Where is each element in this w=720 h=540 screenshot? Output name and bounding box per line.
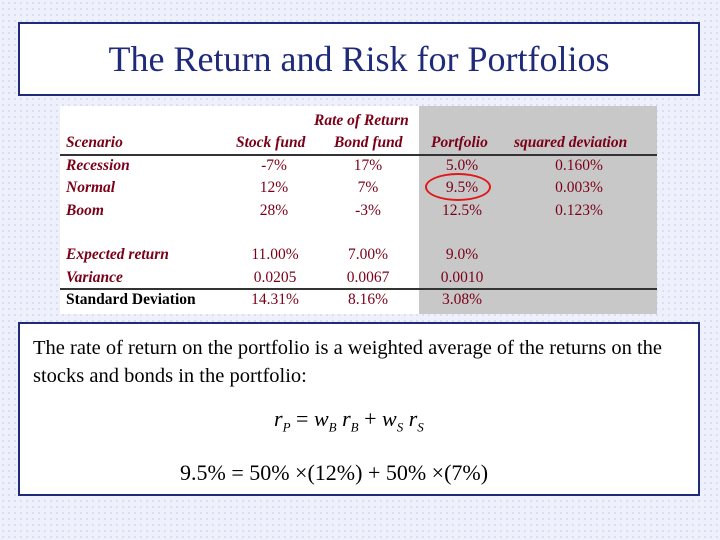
summary-divider: [60, 288, 657, 290]
title-box: The Return and Risk for Portfolios: [18, 22, 700, 96]
header-divider: [60, 154, 657, 156]
row-label: Boom: [66, 202, 104, 219]
summary-label: Standard Deviation: [66, 291, 196, 308]
header-bond-fund: Bond fund: [334, 134, 403, 151]
formula-sub: P: [282, 419, 291, 435]
formula-w: w: [382, 406, 397, 431]
summary-stock: 14.31%: [251, 291, 299, 308]
header-squared-deviation: squared deviation: [514, 134, 628, 151]
row-portfolio: 5.0%: [445, 157, 479, 174]
row-bond: 7%: [357, 179, 379, 196]
slide-title: The Return and Risk for Portfolios: [108, 39, 610, 79]
highlight-circle: [425, 173, 491, 201]
summary-portfolio: 3.08%: [441, 291, 483, 308]
formula-r: r: [408, 406, 418, 431]
formula-equals: =: [290, 406, 314, 431]
summary-portfolio: 0.0010: [440, 269, 484, 286]
row-bond: 17%: [353, 157, 383, 174]
summary-bond: 0.0067: [346, 269, 390, 286]
row-label: Normal: [66, 179, 116, 196]
portfolio-column-shading: [419, 106, 657, 314]
row-stock: 12%: [259, 179, 289, 196]
summary-portfolio: 9.0%: [445, 246, 479, 263]
formula-sub: B: [350, 419, 359, 435]
row-stock: -7%: [261, 157, 287, 174]
portfolio-return-formula: rP = wB rB + wS rS: [274, 406, 424, 435]
explanation-box: The rate of return on the portfolio is a…: [18, 322, 700, 496]
explanation-text: The rate of return on the portfolio is a…: [33, 337, 663, 387]
summary-label: Expected return: [66, 246, 169, 263]
summary-bond: 7.00%: [347, 246, 389, 263]
formula-sub: S: [417, 419, 424, 435]
formula-r: r: [274, 406, 283, 431]
row-sqdev: 0.123%: [555, 202, 603, 219]
header-portfolio: Portfolio: [431, 134, 488, 151]
header-scenario: Scenario: [66, 134, 123, 151]
formula-sub: S: [396, 419, 404, 435]
row-portfolio: 12.5%: [441, 202, 483, 219]
row-stock: 28%: [259, 202, 289, 219]
formula-r: r: [342, 406, 351, 431]
header-stock-fund: Stock fund: [236, 134, 306, 151]
summary-label: Variance: [66, 269, 123, 286]
summary-bond: 8.16%: [347, 291, 389, 308]
numeric-formula: 9.5% = 50% ×(12%) + 50% ×(7%): [180, 460, 489, 485]
formula-sub: B: [328, 419, 337, 435]
row-sqdev: 0.160%: [555, 157, 603, 174]
row-bond: -3%: [355, 202, 381, 219]
row-sqdev: 0.003%: [555, 179, 603, 196]
row-label: Recession: [66, 157, 130, 174]
summary-stock: 11.00%: [251, 246, 299, 263]
header-rate-of-return: Rate of Return: [314, 112, 409, 129]
formula-plus: +: [358, 406, 383, 431]
formula-w: w: [313, 406, 329, 431]
portfolio-table: Rate of Return Scenario Stock fund Bond …: [60, 106, 657, 314]
summary-stock: 0.0205: [253, 269, 297, 286]
